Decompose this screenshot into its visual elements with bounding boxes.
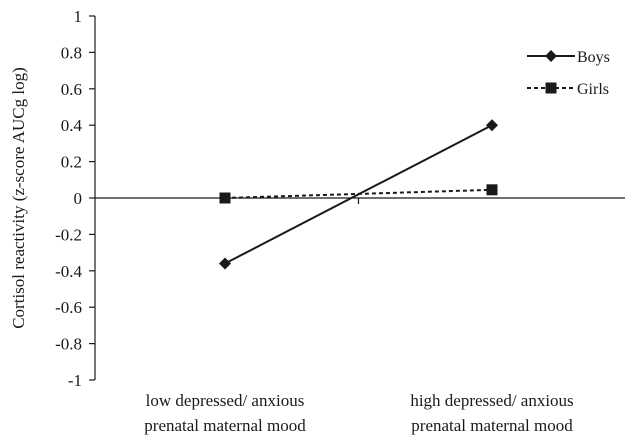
legend-item-boys: Boys <box>527 49 610 66</box>
series-line <box>224 188 493 199</box>
y-tick-label: 0.2 <box>61 153 82 172</box>
y-tick-label: 1 <box>74 7 83 26</box>
y-tick-label: -0.4 <box>55 262 82 281</box>
series-lines <box>219 119 498 270</box>
legend-label: Boys <box>577 49 610 66</box>
square-marker <box>545 82 557 94</box>
square-marker <box>486 184 498 196</box>
y-tick-label: 0.6 <box>61 80 82 99</box>
x-category-label: prenatal maternal mood <box>411 416 573 435</box>
y-axis-title: Cortisol reactivity (z-score AUCg log) <box>9 67 28 329</box>
y-tick-label: -0.8 <box>55 335 82 354</box>
y-tick-label: 0 <box>74 189 83 208</box>
diamond-marker <box>219 257 231 270</box>
legend: Boys Girls <box>527 49 610 98</box>
y-tick-label: -0.6 <box>55 298 82 317</box>
x-axis-category-labels: low depressed/ anxious prenatal maternal … <box>144 391 573 435</box>
x-category-label: prenatal maternal mood <box>144 416 306 435</box>
diamond-marker <box>545 50 557 62</box>
y-tick-label: -0.2 <box>55 225 82 244</box>
y-tick-label: 0.8 <box>61 43 82 62</box>
y-tick-label: 0.4 <box>61 116 83 135</box>
x-category-label: low depressed/ anxious <box>146 391 305 410</box>
series-girls <box>219 184 498 204</box>
diamond-marker <box>486 119 498 132</box>
y-tick-label: -1 <box>68 371 82 390</box>
legend-label: Girls <box>577 81 609 98</box>
y-axis: 1 0.8 0.6 0.4 0.2 0 -0.2 -0.4 -0.6 -0.8 -1 <box>55 7 96 390</box>
square-marker <box>219 192 231 204</box>
zero-baseline <box>95 197 625 204</box>
legend-item-girls: Girls <box>527 81 609 98</box>
x-category-label: high depressed/ anxious <box>410 391 573 410</box>
